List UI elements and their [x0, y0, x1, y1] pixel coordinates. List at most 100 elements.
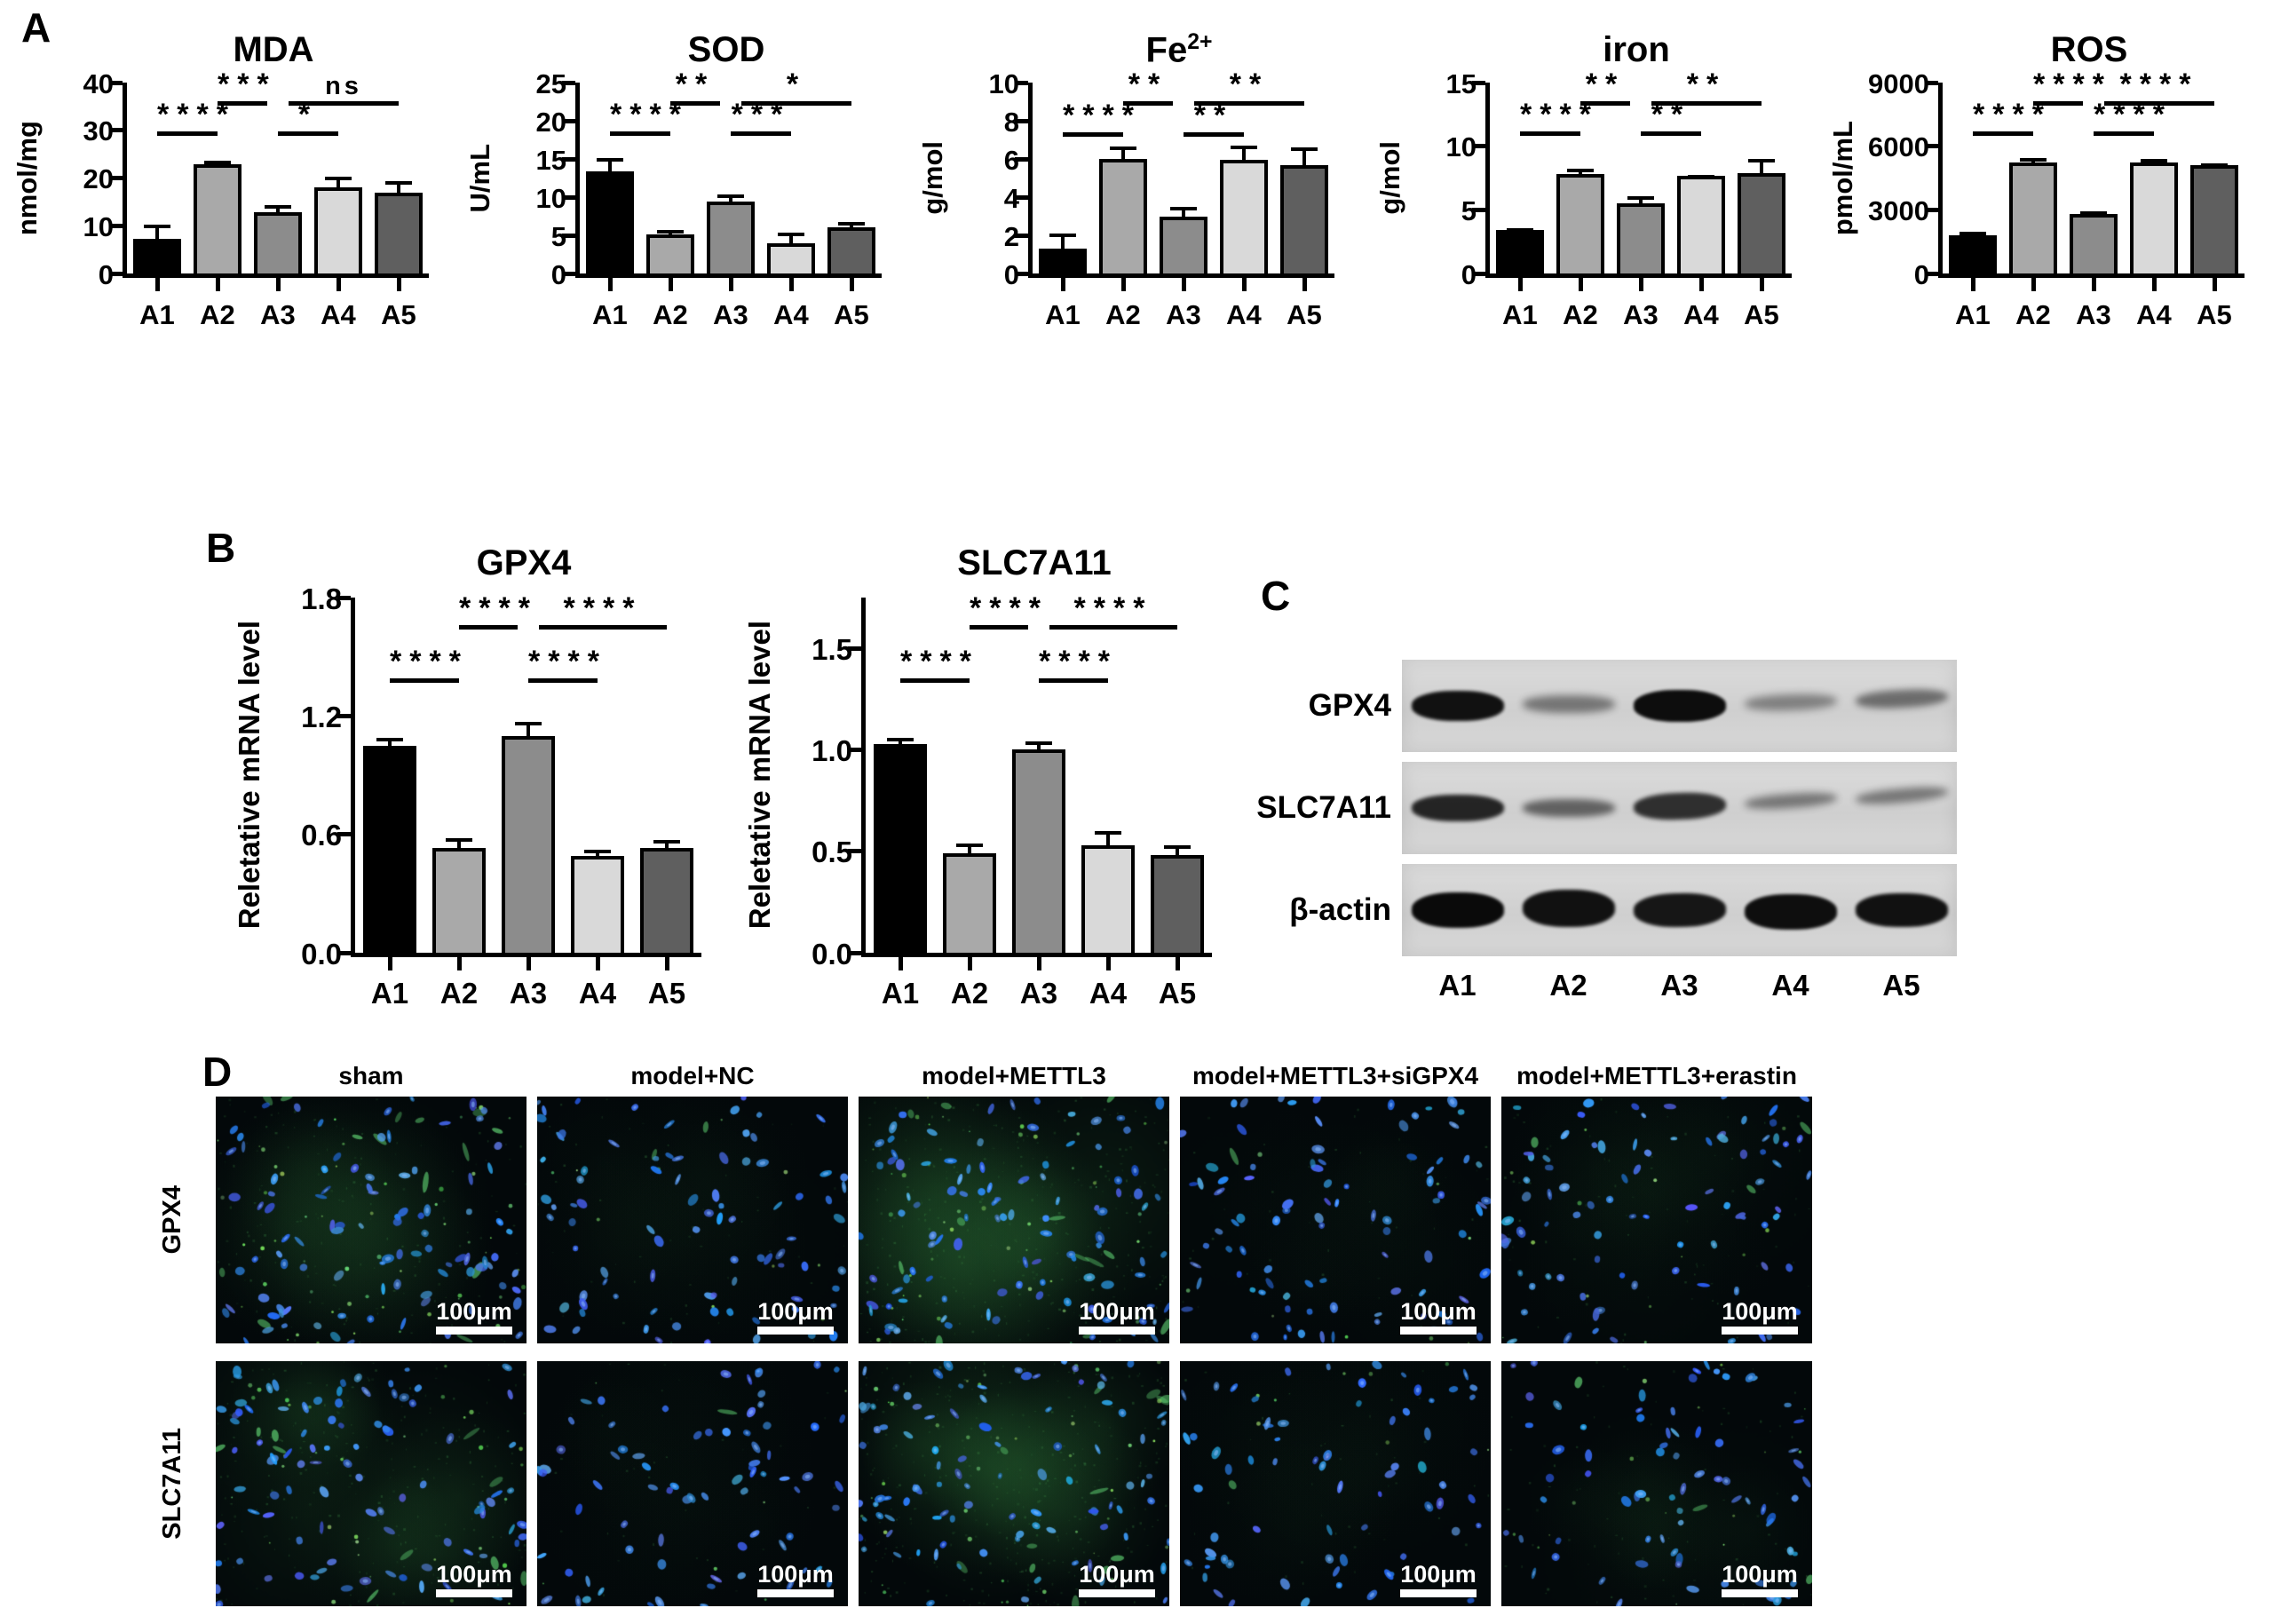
plot-area: A1 A2 A3 A4 A5 **** **** **** ****	[337, 591, 701, 1008]
significance-bracket: ns	[289, 71, 399, 106]
x-tick-label: A4	[2136, 299, 2172, 330]
x-tick-label: A4	[773, 299, 809, 330]
significance-bracket: ***	[218, 67, 269, 106]
y-tick-label: 9000	[1868, 67, 1929, 99]
scale-bar-label: 100μm	[757, 1560, 834, 1588]
x-tick-mark	[788, 278, 794, 291]
error-bar-cap	[1567, 169, 1594, 173]
x-tick-label: A3	[1623, 299, 1659, 330]
fluorescence-image	[1501, 1097, 1812, 1343]
y-tick-label: 1.2	[301, 700, 342, 733]
x-tick-mark	[1302, 278, 1307, 292]
x-tick-label: A5	[834, 299, 869, 330]
y-tick-label: 40	[83, 67, 114, 99]
y-tick-label: 5	[550, 220, 566, 252]
scale-bar: 100μm	[757, 1298, 834, 1335]
error-bar-cap	[1164, 844, 1191, 849]
bar-A5	[827, 227, 875, 273]
y-tick-label: 1.8	[301, 582, 342, 615]
error-bar-cap	[597, 158, 623, 162]
scale-bar-line	[1079, 1589, 1155, 1597]
blot-band	[1633, 892, 1726, 928]
x-tick-label: A2	[1563, 299, 1598, 330]
blot-lane-labels: A1 A2 A3 A4 A5	[1402, 969, 1957, 1002]
chart-title: SOD	[687, 30, 765, 69]
y-tick-mark	[109, 271, 123, 276]
blot-rows: GPX4 SLC7A11 β-actin	[1239, 660, 1957, 956]
scale-bar-line	[1400, 1589, 1477, 1597]
y-tick-mark	[109, 176, 123, 180]
x-tick-label: A3	[509, 977, 548, 1010]
x-tick-mark	[728, 278, 733, 291]
y-tick-label: 6000	[1868, 131, 1929, 163]
blot-strip-slc7a11	[1402, 762, 1957, 854]
blot-band	[1633, 791, 1726, 821]
plot-area: A1 A2 A3 A4 A5 **** * *** ns	[109, 67, 429, 329]
blot-band	[1855, 893, 1948, 927]
blot-band	[1411, 691, 1504, 721]
bar-A2	[2009, 162, 2057, 273]
bar-A3	[1160, 216, 1207, 274]
x-tick-mark	[967, 957, 972, 970]
column-header-3: model+METTL3	[922, 1062, 1106, 1089]
x-tick-mark	[1175, 957, 1180, 970]
significance-bracket: ****	[2033, 67, 2104, 106]
blot-row: β-actin	[1239, 864, 1957, 956]
blot-protein-label: β-actin	[1289, 892, 1391, 927]
bar-A2	[432, 848, 486, 953]
y-tick-label: 0	[1461, 258, 1477, 290]
bar-A3	[1012, 749, 1065, 953]
panel-c-western-blot: C GPX4 SLC7A11 β-actin A1 A2 A3 A4 A5	[1239, 575, 1957, 1002]
y-tick-mark	[1472, 144, 1485, 149]
significance-bracket: ****	[1520, 98, 1591, 137]
chart-area: U/mL 0 5 10 15 20 25 A1 A2 A3 A4 A5 **** *** ** *	[460, 67, 904, 340]
significance-bracket: **	[1123, 67, 1173, 107]
x-tick-label: A5	[1744, 299, 1779, 330]
scale-bar-label: 100μm	[1722, 1297, 1798, 1325]
scale-bar: 100μm	[1079, 1298, 1155, 1335]
bar-A3	[2070, 214, 2118, 273]
x-tick-label: A2	[653, 299, 688, 330]
significance-bracket: ****	[1049, 591, 1177, 630]
y-tick-label: 3000	[1868, 194, 1929, 226]
significance-bracket: ****	[157, 98, 228, 137]
y-tick-mark	[562, 271, 575, 276]
y-axis-ticks: 0 10 20 30 40	[48, 70, 123, 289]
error-bar-cap	[1049, 234, 1076, 238]
error-bar-stem	[388, 737, 392, 746]
bar-A2	[1099, 159, 1147, 274]
error-bar-stem	[397, 181, 400, 193]
x-tick-label: A1	[1955, 299, 1991, 330]
y-tick-mark	[1015, 156, 1028, 162]
y-tick-mark	[1472, 80, 1485, 85]
x-tick-mark	[2031, 278, 2036, 291]
bar-A2	[646, 234, 694, 273]
significance-bracket: **	[1194, 67, 1304, 107]
error-bar-cap	[778, 232, 804, 236]
y-axis-label: g/mol	[1374, 141, 1405, 215]
error-bar-cap	[2201, 162, 2228, 167]
y-tick-label: 2	[1003, 220, 1019, 252]
lane-label: A3	[1660, 969, 1698, 1002]
scale-bar-line	[436, 1327, 512, 1335]
error-bar-cap	[376, 737, 403, 741]
y-tick-mark	[1925, 80, 1938, 85]
scale-bar-label: 100μm	[1079, 1560, 1155, 1588]
y-tick-label: 15	[1445, 67, 1477, 99]
chart-area: Reletative mRNA level 0.0 0.6 1.2 1.8 A1 A2 A3 A…	[226, 584, 724, 1019]
panel-c-label: C	[1261, 573, 1291, 619]
bar-A4	[314, 187, 362, 273]
chart-area: nmol/mg 0 10 20 30 40 A1 A2 A3 A4 A5 **** * *** ns	[7, 67, 451, 340]
x-tick-mark	[154, 278, 160, 291]
significance-bracket: ****	[528, 645, 599, 683]
x-tick-label: A4	[321, 299, 356, 330]
x-tick-label: A2	[2015, 299, 2051, 330]
y-tick-mark	[337, 832, 351, 837]
bar-A5	[1151, 855, 1204, 953]
blot-strip-bactin	[1402, 864, 1957, 956]
column-header-1: sham	[338, 1062, 404, 1089]
significance-bracket: ****	[970, 591, 1041, 630]
y-tick-label: 0.0	[301, 937, 342, 970]
plot-area: A1 A2 A3 A4 A5 **** **** **** ****	[1925, 67, 2245, 329]
x-tick-label: A1	[139, 299, 175, 330]
